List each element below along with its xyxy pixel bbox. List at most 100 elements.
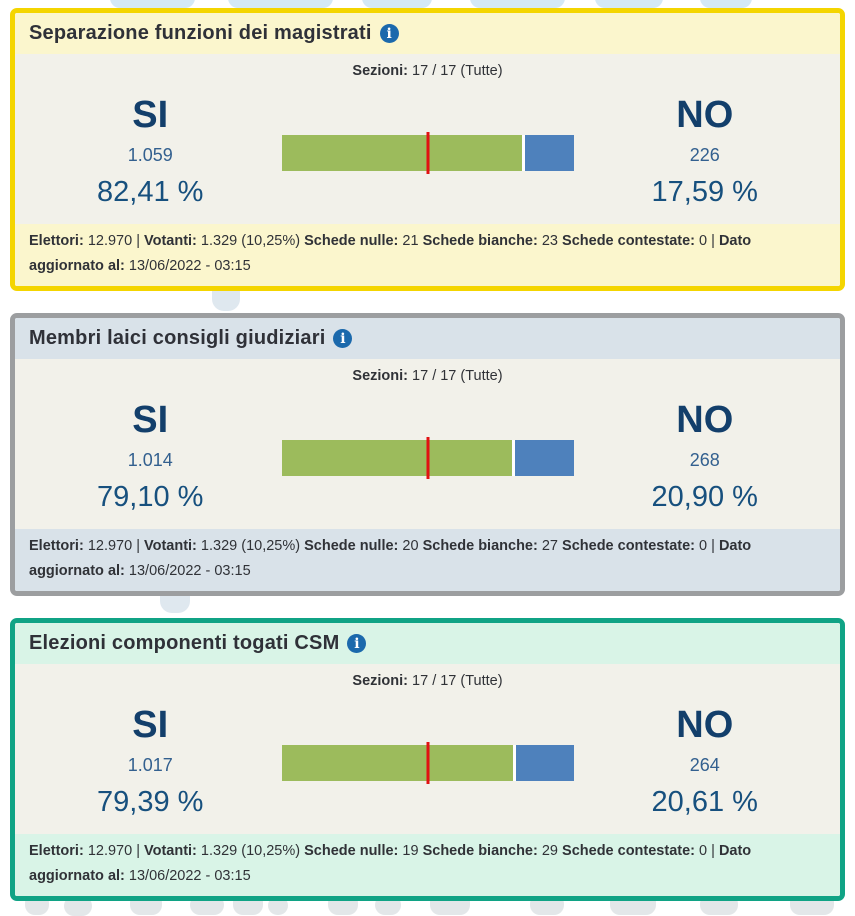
no-column: NO 268 20,90 % [574, 399, 837, 515]
card-header: Membri laici consigli giudiziari i [15, 318, 840, 360]
stat-value: 12.970 [87, 843, 133, 860]
quorum-marker [426, 131, 429, 174]
stat-label: Elettori: [29, 843, 84, 860]
si-votes: 1.059 [127, 144, 173, 165]
stat-value: 21 [402, 233, 419, 250]
stat-value: 0 [699, 843, 708, 860]
result-bar-column [281, 131, 574, 174]
watermark-shape [470, 0, 565, 8]
results-row: SI 1.017 79,39 % NO 264 20,61 % [19, 704, 837, 820]
footer-stats: Elettori: 12.970 | Votanti: 1.329 (10,25… [29, 839, 826, 889]
watermark-shape [700, 0, 752, 8]
watermark-shape [362, 0, 432, 8]
card-title: Elezioni componenti togati CSM [29, 632, 340, 655]
sezioni-value: 17 / 17 (Tutte) [412, 368, 503, 385]
no-votes: 226 [689, 144, 720, 165]
no-column: NO 226 17,59 % [574, 94, 837, 210]
info-icon[interactable]: i [379, 24, 399, 43]
stat-label: Schede contestate: [562, 843, 695, 860]
quorum-marker [426, 741, 429, 784]
stat-label: Schede bianche: [422, 233, 538, 250]
stat-value: 23 [541, 233, 558, 250]
result-bar-column [281, 436, 574, 479]
card-togati-csm: Elezioni componenti togati CSM i Sezioni… [10, 618, 845, 902]
stat-label: Elettori: [29, 538, 84, 555]
stat-separator: | [132, 233, 144, 250]
stat-label: Votanti: [144, 233, 197, 250]
stat-value: 13/06/2022 - 03:15 [128, 868, 251, 885]
results-row: SI 1.014 79,10 % NO 268 20,90 % [19, 399, 837, 515]
bar-no-segment [525, 134, 574, 171]
stat-label: Schede nulle: [304, 843, 399, 860]
result-bar [281, 741, 574, 784]
stat-label: Schede contestate: [562, 538, 695, 555]
sezioni-line: Sezioni: 17 / 17 (Tutte) [19, 673, 836, 689]
stat-label: Schede nulle: [304, 538, 399, 555]
watermark-shape [595, 0, 663, 8]
si-label: SI [132, 704, 169, 747]
bar-no-segment [515, 439, 574, 476]
bar-si-segment [281, 134, 523, 171]
stat-separator: | [707, 538, 719, 555]
card-body: Sezioni: 17 / 17 (Tutte) SI 1.059 82,41 … [15, 54, 840, 225]
sezioni-value: 17 / 17 (Tutte) [412, 63, 503, 79]
si-percent: 79,39 % [97, 785, 204, 818]
stat-label: Votanti: [144, 538, 197, 555]
result-bar [281, 436, 574, 479]
stat-label: Schede contestate: [562, 233, 695, 250]
stat-label: Dato aggiornato al: [29, 538, 752, 580]
bar-si-segment [281, 744, 514, 781]
stat-label: Schede nulle: [304, 233, 399, 250]
no-percent: 20,61 % [651, 785, 758, 818]
info-icon[interactable]: i [347, 634, 367, 654]
sezioni-line: Sezioni: 17 / 17 (Tutte) [19, 368, 836, 384]
stat-value: 12.970 [87, 538, 133, 555]
si-column: SI 1.014 79,10 % [19, 399, 282, 515]
no-percent: 20,90 % [651, 480, 758, 513]
card-header: Separazione funzioni dei magistrati i [15, 13, 840, 54]
stat-value: 0 [699, 538, 708, 555]
sezioni-label: Sezioni: [352, 63, 408, 79]
watermark-shape [110, 0, 195, 8]
sezioni-line: Sezioni: 17 / 17 (Tutte) [19, 63, 836, 79]
stat-value: 1.329 (10,25%) [200, 843, 301, 860]
stat-separator: | [132, 843, 144, 860]
si-label: SI [132, 399, 169, 442]
card-footer: Elettori: 12.970 | Votanti: 1.329 (10,25… [15, 224, 840, 287]
no-column: NO 264 20,61 % [574, 704, 837, 820]
stat-separator: | [132, 538, 144, 555]
stat-separator: | [707, 843, 719, 860]
stat-label: Elettori: [29, 233, 84, 250]
no-percent: 17,59 % [651, 175, 758, 208]
watermark-shape [228, 0, 333, 8]
no-votes: 264 [689, 754, 720, 775]
info-icon[interactable]: i [333, 329, 353, 349]
bar-gap [512, 439, 516, 476]
stat-label: Dato aggiornato al: [29, 843, 752, 885]
stat-value: 12.970 [87, 233, 133, 250]
footer-stats: Elettori: 12.970 | Votanti: 1.329 (10,25… [29, 229, 826, 279]
stat-value: 13/06/2022 - 03:15 [128, 258, 251, 275]
si-label: SI [132, 94, 169, 136]
result-bar [281, 131, 574, 174]
sezioni-label: Sezioni: [352, 673, 408, 690]
no-votes: 268 [689, 449, 720, 470]
si-column: SI 1.017 79,39 % [19, 704, 282, 820]
card-title: Separazione funzioni dei magistrati [29, 22, 372, 44]
quorum-marker [426, 436, 429, 479]
stat-separator: | [707, 233, 719, 250]
stat-label: Votanti: [144, 843, 197, 860]
stat-value: 19 [402, 843, 419, 860]
stat-label: Schede bianche: [422, 538, 538, 555]
si-percent: 79,10 % [97, 480, 204, 513]
bar-no-segment [516, 744, 574, 781]
card-header: Elezioni componenti togati CSM i [15, 623, 840, 665]
sezioni-value: 17 / 17 (Tutte) [412, 673, 503, 690]
stat-value: 20 [402, 538, 419, 555]
bar-gap [513, 744, 517, 781]
stat-value: 27 [541, 538, 558, 555]
stat-value: 1.329 (10,25%) [200, 233, 301, 250]
si-percent: 82,41 % [97, 175, 204, 208]
bar-si-segment [281, 439, 513, 476]
